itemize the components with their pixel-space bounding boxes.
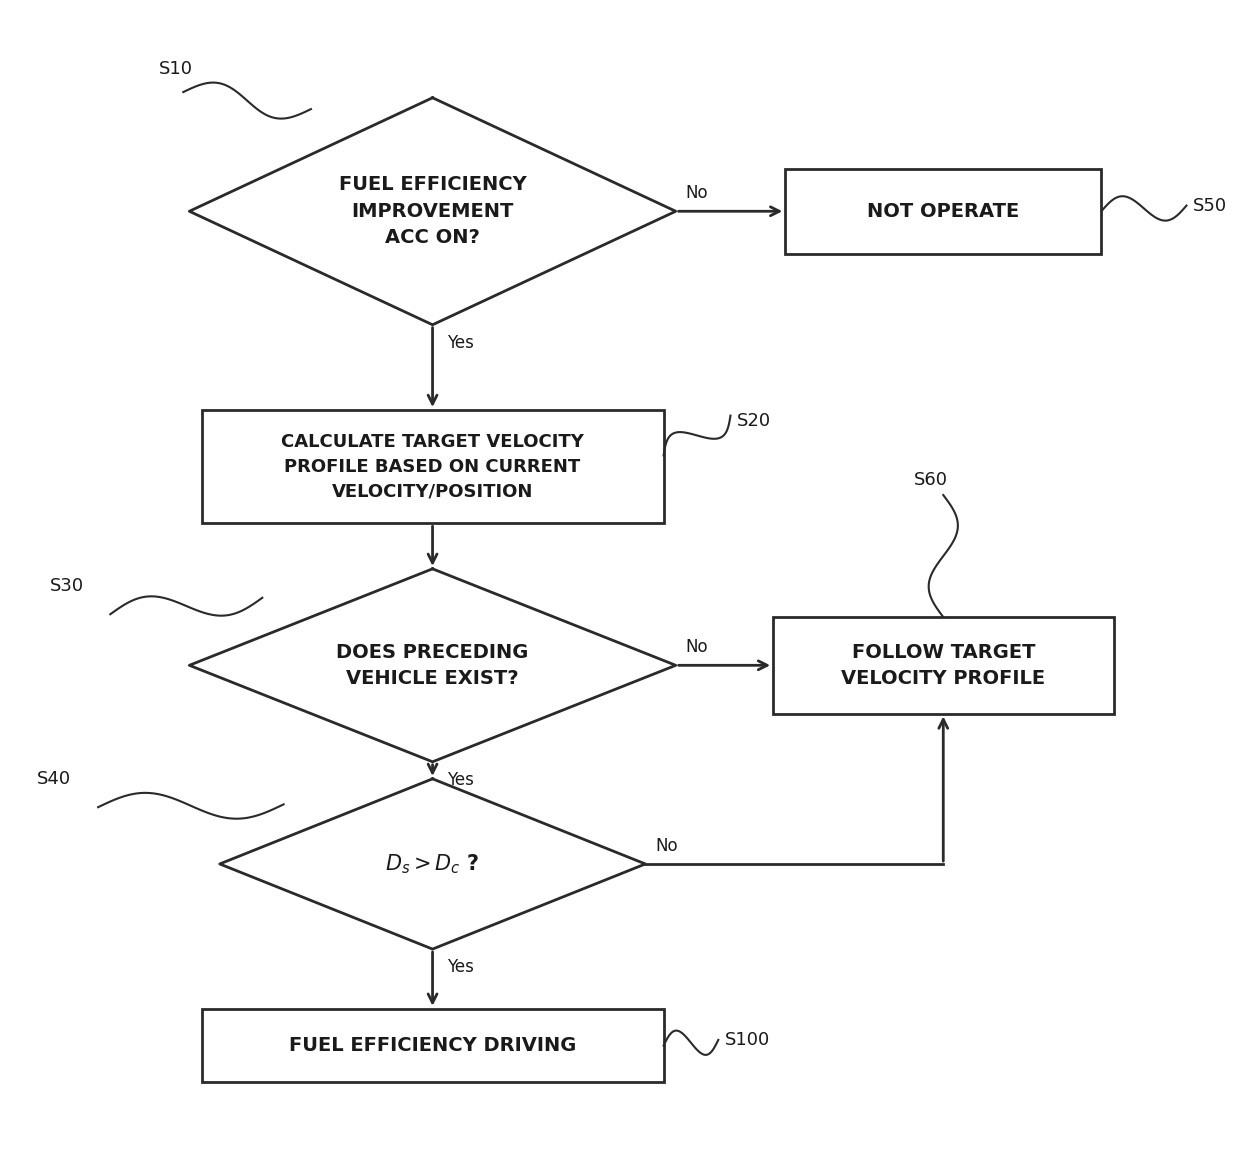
Text: FUEL EFFICIENCY
IMPROVEMENT
ACC ON?: FUEL EFFICIENCY IMPROVEMENT ACC ON? [339,176,527,247]
Text: No: No [686,184,708,202]
Text: FOLLOW TARGET
VELOCITY PROFILE: FOLLOW TARGET VELOCITY PROFILE [841,642,1045,688]
Text: NOT OPERATE: NOT OPERATE [867,202,1019,221]
Bar [202,1009,663,1082]
Bar [785,169,1101,254]
Text: S100: S100 [724,1031,770,1049]
Text: No: No [655,836,678,855]
Text: S30: S30 [50,577,83,595]
Text: $D_s > D_c$ ?: $D_s > D_c$ ? [386,853,480,876]
Text: Yes: Yes [448,958,474,977]
Text: CALCULATE TARGET VELOCITY
PROFILE BASED ON CURRENT
VELOCITY/POSITION: CALCULATE TARGET VELOCITY PROFILE BASED … [281,433,584,501]
Text: No: No [686,638,708,656]
Text: S50: S50 [1193,196,1226,215]
Bar [773,617,1114,714]
Text: S10: S10 [159,61,193,78]
Text: S20: S20 [737,412,771,430]
Text: FUEL EFFICIENCY DRIVING: FUEL EFFICIENCY DRIVING [289,1036,577,1055]
Text: Yes: Yes [448,334,474,352]
Text: S60: S60 [914,471,949,489]
Text: S40: S40 [37,770,72,788]
Text: Yes: Yes [448,771,474,789]
Bar [202,410,663,524]
Text: DOES PRECEDING
VEHICLE EXIST?: DOES PRECEDING VEHICLE EXIST? [336,642,528,688]
